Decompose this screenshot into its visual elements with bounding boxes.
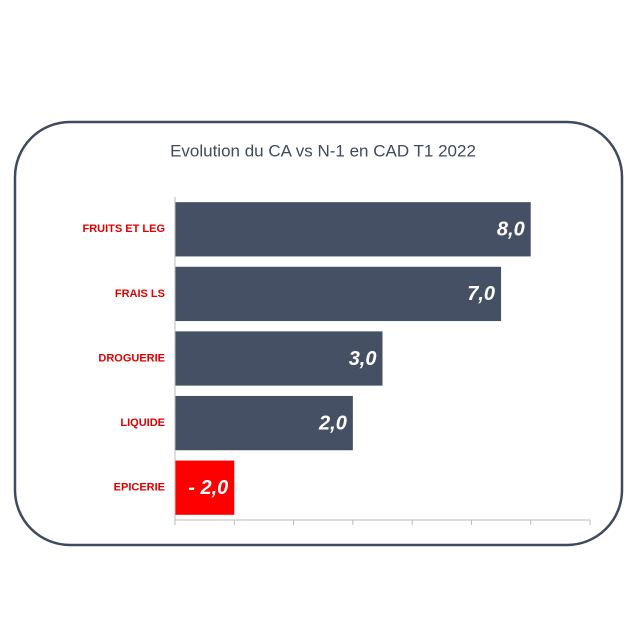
value-label: - 2,0	[188, 477, 228, 499]
bar	[175, 395, 353, 451]
bar	[175, 202, 531, 257]
category-label: FRAIS LS	[115, 288, 165, 300]
value-label: 3,0	[349, 348, 377, 370]
bar	[175, 460, 235, 515]
category-label: LIQUIDE	[120, 417, 165, 429]
value-label: 8,0	[497, 219, 525, 241]
category-label: DROGUERIE	[98, 352, 165, 364]
value-label: 7,0	[467, 283, 495, 305]
bar	[175, 266, 502, 322]
chart-title: Evolution du CA vs N-1 en CAD T1 2022	[170, 141, 476, 160]
category-label: FRUITS ET LEG	[83, 223, 166, 235]
category-label: EPICERIE	[114, 482, 165, 494]
bar	[175, 331, 383, 386]
value-label: 2,0	[318, 412, 347, 434]
